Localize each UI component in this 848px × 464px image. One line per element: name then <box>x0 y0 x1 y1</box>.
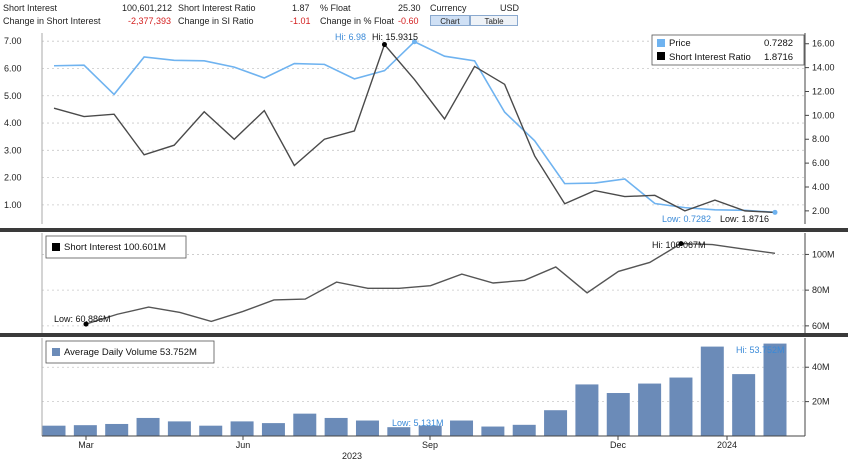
volume-bar <box>199 425 223 436</box>
left-tick-label: 4.00 <box>4 118 22 128</box>
middle-legend-box <box>45 235 187 259</box>
volume-bar <box>355 420 379 436</box>
currency-label: Currency <box>430 3 467 13</box>
legend-price-label: Price <box>669 38 691 49</box>
volume-bar <box>105 423 129 436</box>
change-pct-float-label: Change in % Float <box>320 16 395 26</box>
x-tick-label: Jun <box>236 440 251 450</box>
volume-bar <box>732 374 756 436</box>
volume-bar <box>73 425 97 436</box>
price-high-marker <box>412 39 417 45</box>
right-tick-label: 80M <box>812 285 830 295</box>
right-tick-label: 6.00 <box>812 158 830 168</box>
x-tick-label: Dec <box>610 440 627 450</box>
volume-bar <box>230 421 254 436</box>
legend-volume-label: Average Daily Volume 53.752M <box>64 347 197 358</box>
change-short-interest-value: -2,377,393 <box>128 16 172 26</box>
change-si-ratio-label: Change in SI Ratio <box>178 16 254 26</box>
volume-low-annotation: Low: 5.131M <box>392 418 444 428</box>
right-tick-label: 60M <box>812 321 830 331</box>
right-tick-label: 100M <box>812 249 835 259</box>
ratio-high-marker <box>381 42 387 48</box>
left-tick-label: 3.00 <box>4 145 22 155</box>
panel-separator <box>0 228 848 232</box>
change-si-ratio-value: -1.01 <box>290 16 311 26</box>
x-tick-label: 2024 <box>717 440 737 450</box>
legend-ratio-value: 1.8716 <box>764 52 793 63</box>
left-tick-label: 7.00 <box>4 36 22 46</box>
volume-high-annotation: Hi: 53.752M <box>736 345 785 355</box>
si-ratio-label: Short Interest Ratio <box>178 3 256 13</box>
volume-bar <box>324 417 348 436</box>
legend-price-swatch <box>657 39 665 47</box>
legend-ratio-label: Short Interest Ratio <box>669 52 751 63</box>
volume-bar <box>261 423 285 436</box>
currency-value: USD <box>500 3 520 13</box>
right-tick-label: 2.00 <box>812 206 830 216</box>
x-tick-label: Sep <box>422 440 438 450</box>
volume-bar <box>700 346 724 436</box>
right-tick-label: 10.00 <box>812 110 835 120</box>
top-legend-box <box>651 34 805 66</box>
volume-bar <box>450 420 474 436</box>
si-high-marker <box>678 241 684 247</box>
bottom-legend-box <box>45 340 215 364</box>
left-tick-label: 1.00 <box>4 200 22 210</box>
short-interest-label: Short Interest <box>3 3 58 13</box>
right-tick-label: 14.00 <box>812 63 835 73</box>
volume-bar <box>638 383 662 436</box>
left-tick-label: 6.00 <box>4 63 22 73</box>
pct-float-value: 25.30 <box>398 3 421 13</box>
legend-price-value: 0.7282 <box>764 38 793 49</box>
right-tick-label: 8.00 <box>812 134 830 144</box>
volume-bar <box>481 426 505 436</box>
year-label: 2023 <box>342 451 362 461</box>
short-interest-value: 100,601,212 <box>122 3 173 13</box>
legend-si-swatch <box>52 243 60 251</box>
si-low-marker <box>83 321 89 327</box>
pct-float-label: % Float <box>320 3 351 13</box>
left-tick-label: 5.00 <box>4 91 22 101</box>
volume-bar <box>763 343 787 436</box>
si-high-annotation: Hi: 106.067M <box>652 240 706 250</box>
chart-view-tab[interactable]: Chart <box>430 15 470 26</box>
right-tick-label: 16.00 <box>812 39 835 49</box>
si-ratio-value: 1.87 <box>292 3 310 13</box>
table-view-tab[interactable]: Table <box>470 15 518 26</box>
header-stats: Short Interest 100,601,212 Short Interes… <box>0 0 848 30</box>
panel-separator <box>0 333 848 337</box>
right-tick-label: 40M <box>812 362 830 372</box>
volume-bar <box>418 425 442 436</box>
volume-bar <box>544 410 568 436</box>
short-interest-ratio-line <box>53 43 776 214</box>
volume-bar <box>293 413 317 436</box>
change-short-interest-label: Change in Short Interest <box>3 16 101 26</box>
volume-bar <box>575 384 599 436</box>
price-low-annotation: Low: 0.7282 <box>662 214 711 224</box>
volume-bar <box>387 427 411 436</box>
legend-ratio-swatch <box>657 52 665 60</box>
ratio-high-annotation: Hi: 15.9315 <box>372 32 418 42</box>
right-tick-label: 20M <box>812 397 830 407</box>
ratio-low-annotation: Low: 1.8716 <box>720 214 769 224</box>
volume-bar <box>42 425 66 436</box>
volume-bar <box>136 417 160 436</box>
short-interest-line <box>85 242 776 325</box>
legend-si-label: Short Interest 100.601M <box>64 242 166 253</box>
x-tick-label: Mar <box>78 440 94 450</box>
left-tick-label: 2.00 <box>4 173 22 183</box>
volume-bar <box>669 377 693 436</box>
price-high-annotation: Hi: 6.98 <box>335 32 366 42</box>
volume-bar <box>512 424 536 436</box>
price-low-marker <box>772 209 778 215</box>
change-pct-float-value: -0.60 <box>398 16 419 26</box>
si-low-annotation: Low: 60.886M <box>54 314 111 324</box>
right-tick-label: 12.00 <box>812 86 835 96</box>
legend-volume-swatch <box>52 348 60 356</box>
volume-bar <box>606 393 630 436</box>
right-tick-label: 4.00 <box>812 182 830 192</box>
volume-bar <box>167 421 191 436</box>
